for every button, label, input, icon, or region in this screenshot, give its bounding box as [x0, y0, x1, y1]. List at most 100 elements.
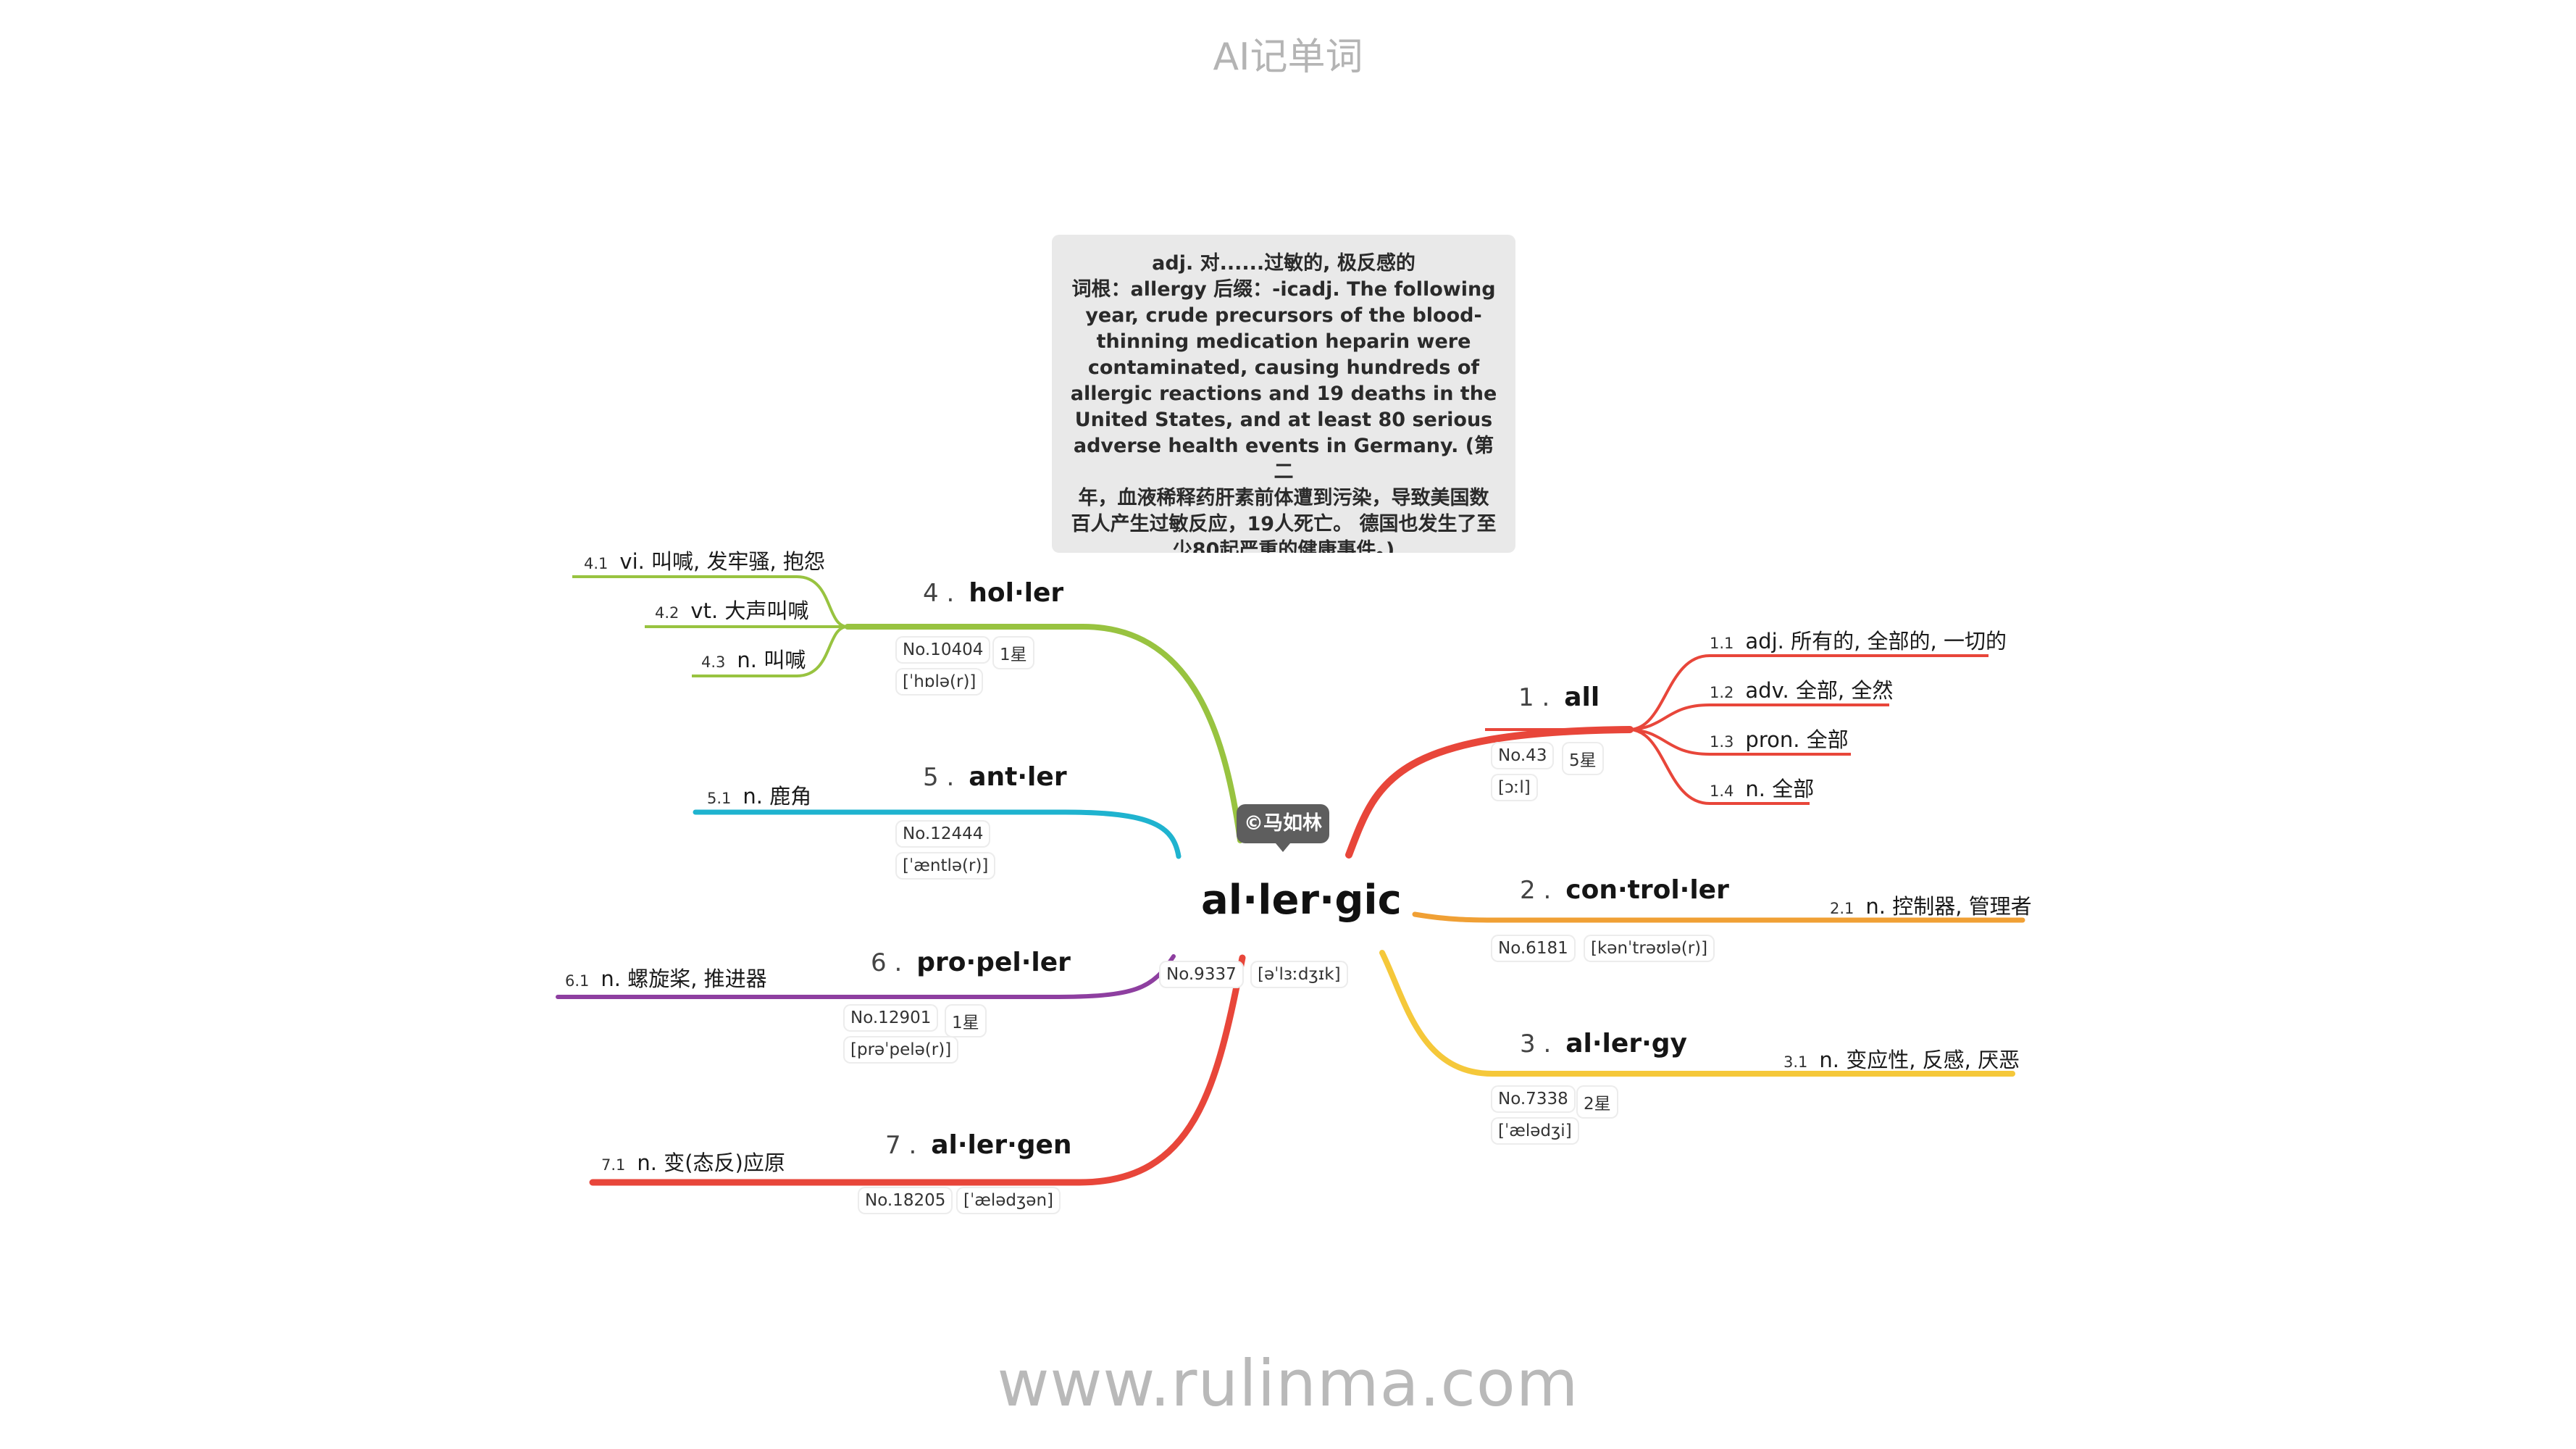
definition-number: 1.2: [1710, 684, 1734, 701]
branch-word-all[interactable]: 1 . all: [1518, 682, 1599, 712]
definition-text: n. 全部: [1745, 777, 1815, 801]
branch-line-controller: [1412, 911, 2025, 923]
definition-text: n. 螺旋桨, 推进器: [601, 966, 767, 991]
branch-line-all: [1345, 726, 1634, 859]
branch-word-allergen[interactable]: 7 . al·ler·gen: [885, 1130, 1072, 1160]
branch-word-antler[interactable]: 5 . ant·ler: [923, 762, 1067, 792]
branch-index: 7 .: [885, 1131, 917, 1160]
branch-word-allergy[interactable]: 3 . al·ler·gy: [1520, 1029, 1687, 1058]
definition-number: 7.1: [601, 1156, 626, 1174]
branch-word-text: al·ler·gen: [931, 1130, 1072, 1160]
definition-text: vi. 叫喊, 发牢骚, 抱怨: [619, 549, 825, 574]
definition-number: 5.1: [707, 790, 732, 807]
connector-def-1-3: [1629, 728, 1851, 756]
branch-word-text: ant·ler: [969, 762, 1067, 792]
definition-1-3: 1.3 pron. 全部: [1710, 723, 1849, 753]
definition-number: 6.1: [565, 972, 590, 990]
word-number-tag: No.12444: [895, 820, 991, 848]
note-line: 百人产生过敏反应，19人死亡。 德国也发生了至: [1071, 513, 1497, 535]
branch-line-antler: [693, 809, 1182, 859]
definition-text: n. 控制器, 管理者: [1865, 894, 2032, 919]
branch-word-text: all: [1564, 682, 1600, 712]
definition-number: 2.1: [1830, 900, 1854, 917]
site-title: AI记单词: [1213, 36, 1363, 79]
definition-3-1: 3.1 n. 变应性, 反感, 厌恶: [1783, 1043, 2020, 1074]
definition-text: adj. 所有的, 全部的, 一切的: [1745, 629, 2007, 653]
phonetic-tag: [ɔːl]: [1491, 774, 1538, 801]
word-number-tag: No.9337: [1159, 961, 1244, 988]
definition-1-2: 1.2 adv. 全部, 全然: [1710, 674, 1893, 704]
word-number-tag: No.12901: [843, 1004, 939, 1032]
phonetic-tag: [ˈælədʒən]: [956, 1187, 1061, 1214]
phonetic-tag: [ˈhɒlə(r)]: [895, 668, 984, 696]
branch-word-text: pro·pel·ler: [916, 948, 1071, 977]
definition-7-1: 7.1 n. 变(态反)应原: [601, 1146, 785, 1177]
branch-word-controller[interactable]: 2 . con·trol·ler: [1520, 875, 1729, 905]
phonetic-tag: [ˈælədʒi]: [1491, 1117, 1579, 1145]
definition-6-1: 6.1 n. 螺旋桨, 推进器: [565, 962, 767, 993]
definition-number: 4.2: [655, 604, 679, 622]
note-line: 少80起严重的健康事件。): [1172, 539, 1395, 553]
definition-4-3: 4.3 n. 叫喊: [701, 643, 806, 674]
star-rating-tag: 1星: [992, 636, 1034, 669]
branch-index: 1 .: [1518, 683, 1550, 712]
definition-text: n. 鹿角: [743, 784, 812, 809]
note-line: adverse health events in Germany. (第二: [1073, 435, 1494, 483]
star-rating-tag: 1星: [945, 1004, 987, 1037]
branch-index: 2 .: [1520, 876, 1552, 905]
note-line: contaminated, causing hundreds of: [1087, 356, 1480, 379]
star-rating-tag: 2星: [1576, 1085, 1618, 1119]
note-line: thinning medication heparin were: [1096, 330, 1471, 353]
phonetic-tag: [prəˈpelə(r)]: [843, 1036, 959, 1064]
branch-index: 4 .: [923, 579, 955, 608]
definition-text: vt. 大声叫喊: [690, 598, 809, 623]
star-rating-tag: 5星: [1562, 742, 1604, 775]
definition-number: 3.1: [1783, 1053, 1808, 1071]
branch-word-text: con·trol·ler: [1565, 875, 1729, 905]
connector-def-1-1: [1629, 654, 1989, 731]
definition-text: n. 变应性, 反感, 厌恶: [1819, 1048, 2020, 1072]
branch-word-text: hol·ler: [969, 578, 1064, 608]
definition-number: 1.3: [1710, 733, 1734, 751]
word-number-tag: No.18205: [858, 1187, 953, 1214]
note-line: year, crude precursors of the blood-: [1085, 304, 1482, 327]
phonetic-tag: [ˈæntlə(r)]: [895, 852, 996, 880]
definition-5-1: 5.1 n. 鹿角: [707, 780, 811, 810]
site-url: www.rulinma.com: [997, 1346, 1579, 1421]
branch-line-allergy: [1379, 950, 2015, 1077]
center-word[interactable]: al·ler·gic: [1201, 877, 1402, 924]
branch-index: 5 .: [923, 763, 955, 792]
note-line: allergic reactions and 19 deaths in the: [1070, 383, 1497, 405]
definition-4-1: 4.1 vi. 叫喊, 发牢骚, 抱怨: [584, 545, 825, 575]
definition-text: n. 变(态反)应原: [637, 1151, 785, 1175]
branch-line-holler: [845, 624, 1243, 843]
connector-def-4-3: [692, 625, 848, 677]
definition-number: 4.3: [701, 653, 726, 671]
definition-text: pron. 全部: [1745, 727, 1849, 752]
word-number-tag: No.10404: [895, 636, 991, 664]
definition-note: adj. 对......过敏的, 极反感的 词根：allergy 后缀：-ica…: [1052, 235, 1515, 553]
phonetic-tag: [əˈlɜːdʒɪk]: [1250, 961, 1348, 988]
branch-index: 3 .: [1520, 1030, 1552, 1058]
word-number-tag: No.43: [1491, 742, 1555, 769]
note-line: adj. 对......过敏的, 极反感的: [1152, 252, 1415, 275]
connector-def-1-2: [1629, 703, 1889, 731]
definition-number: 1.1: [1710, 635, 1734, 652]
definition-number: 1.4: [1710, 782, 1734, 800]
definition-number: 4.1: [584, 555, 609, 572]
note-line: 年，血液稀释药肝素前体遭到污染，导致美国数: [1078, 487, 1489, 509]
word-number-tag: No.7338: [1491, 1085, 1576, 1113]
definition-4-2: 4.2 vt. 大声叫喊: [655, 594, 808, 625]
branch-word-propeller[interactable]: 6 . pro·pel·ler: [871, 948, 1071, 977]
definition-1-4: 1.4 n. 全部: [1710, 772, 1814, 803]
note-line: 词根：allergy 后缀：-icadj. The following: [1071, 278, 1496, 301]
branch-word-text: al·ler·gy: [1565, 1029, 1687, 1058]
connector-def-1-4: [1629, 728, 1810, 805]
word-number-tag: No.6181: [1491, 935, 1576, 962]
definition-1-1: 1.1 adj. 所有的, 全部的, 一切的: [1710, 625, 2007, 655]
connector-def-4-1: [572, 575, 848, 628]
definition-2-1: 2.1 n. 控制器, 管理者: [1830, 890, 2032, 920]
branch-word-holler[interactable]: 4 . hol·ler: [923, 578, 1063, 608]
note-line: United States, and at least 80 serious: [1074, 409, 1493, 431]
